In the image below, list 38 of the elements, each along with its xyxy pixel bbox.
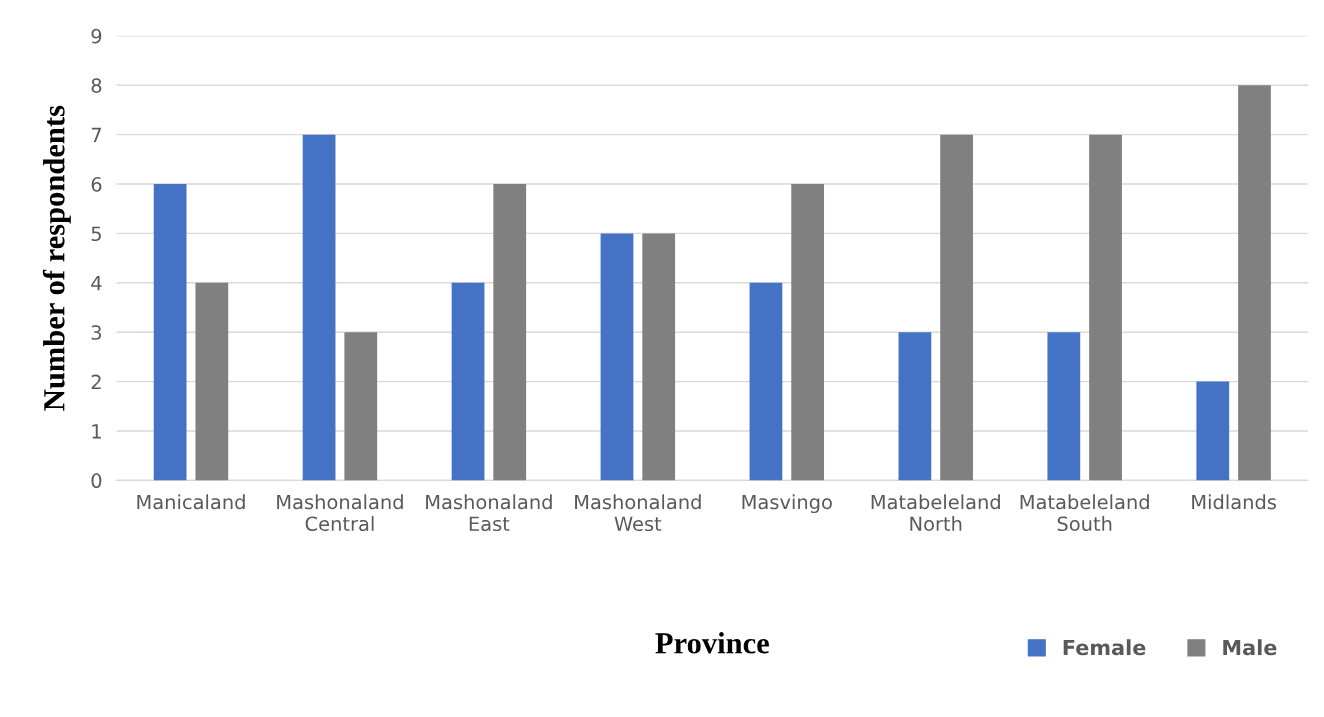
bar: [153, 184, 187, 481]
bar: [195, 282, 229, 481]
y-tick-label: 8: [91, 78, 102, 93]
bar: [1089, 134, 1122, 481]
bar: [493, 184, 527, 481]
y-tick-label: 3: [91, 325, 102, 340]
y-tick-label: 4: [91, 276, 102, 291]
y-tick-label: 2: [91, 374, 101, 389]
bar: [791, 184, 825, 481]
y-tick-label: 7: [91, 127, 101, 143]
x-axis-title: Province: [655, 632, 769, 654]
x-tick-label: Mashonaland Central: [277, 494, 403, 532]
bar: [302, 134, 336, 481]
bar: [344, 332, 378, 481]
legend-label: Male: [1223, 639, 1277, 656]
bar: [749, 282, 783, 481]
y-tick-label: 0: [91, 473, 102, 489]
bar: [1238, 85, 1271, 481]
bar: [940, 134, 973, 481]
x-tick-label: Matabeleland South: [1020, 494, 1149, 532]
y-axis-title: Number of respondents: [42, 105, 71, 411]
x-tick-label: Mashonaland West: [575, 494, 701, 532]
y-tick-label: 1: [92, 424, 101, 439]
y-tick-label: 5: [91, 226, 101, 242]
x-tick-label: Midlands: [1192, 494, 1277, 510]
y-tick-label: 9: [91, 28, 102, 44]
bar: [898, 332, 932, 481]
x-tick-label: Manicaland: [137, 494, 245, 510]
x-tick-label: Masvingo: [742, 494, 832, 514]
x-tick-label: Matabeleland North: [871, 494, 1000, 532]
bar: [451, 282, 485, 481]
bar: [600, 233, 634, 481]
legend-label: Female: [1063, 639, 1146, 656]
x-tick-label: Mashonaland East: [426, 494, 552, 532]
bar: [642, 233, 676, 481]
y-tick-label: 6: [91, 176, 102, 192]
bar: [1047, 332, 1081, 481]
bar: [1196, 381, 1230, 481]
